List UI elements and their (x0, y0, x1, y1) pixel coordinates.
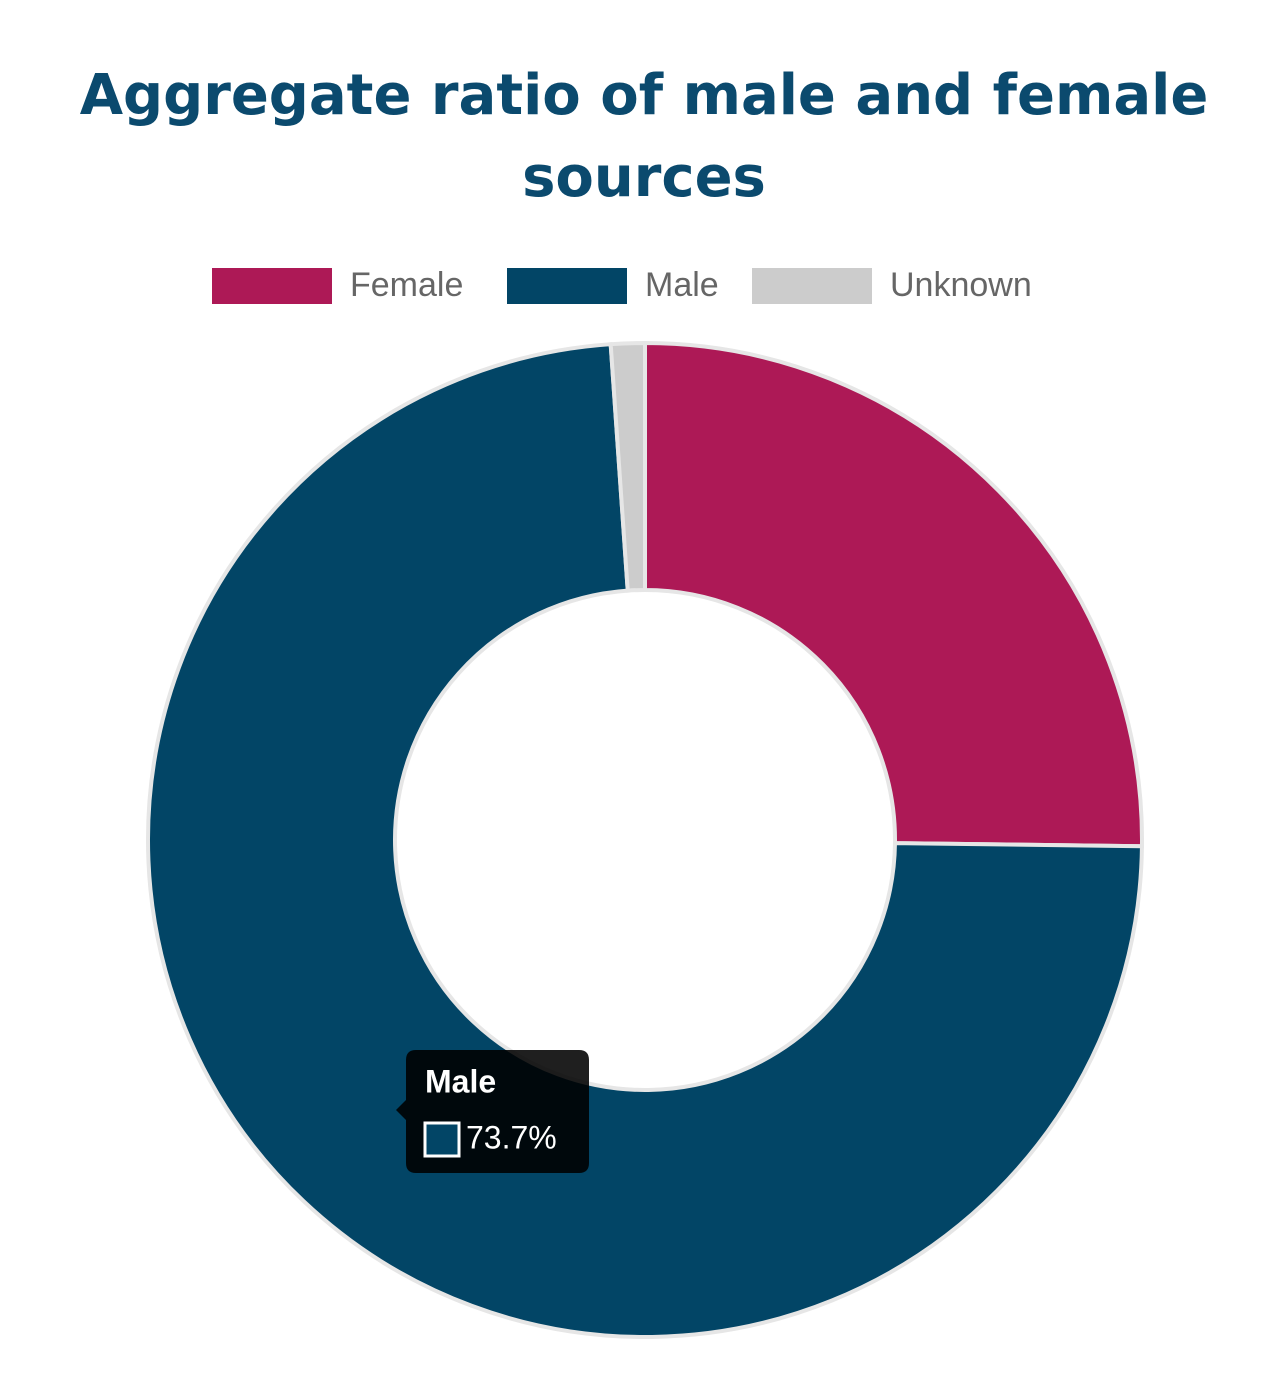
tooltip: Male 73.7% (396, 1050, 589, 1173)
legend-label: Male (645, 266, 719, 304)
donut-segment (608, 340, 647, 593)
legend-swatch (212, 268, 332, 304)
donut-segment (643, 340, 1144, 849)
chart-title: Aggregate ratio of male and female sourc… (79, 63, 1209, 210)
legend-label: Female (350, 266, 463, 304)
legend-swatch (507, 268, 627, 304)
legend-swatch (752, 268, 872, 304)
tooltip-title: Male (425, 1063, 496, 1099)
legend-label: Unknown (890, 266, 1032, 304)
tooltip-value: 73.7% (466, 1119, 557, 1155)
tooltip-swatch (423, 1121, 461, 1158)
